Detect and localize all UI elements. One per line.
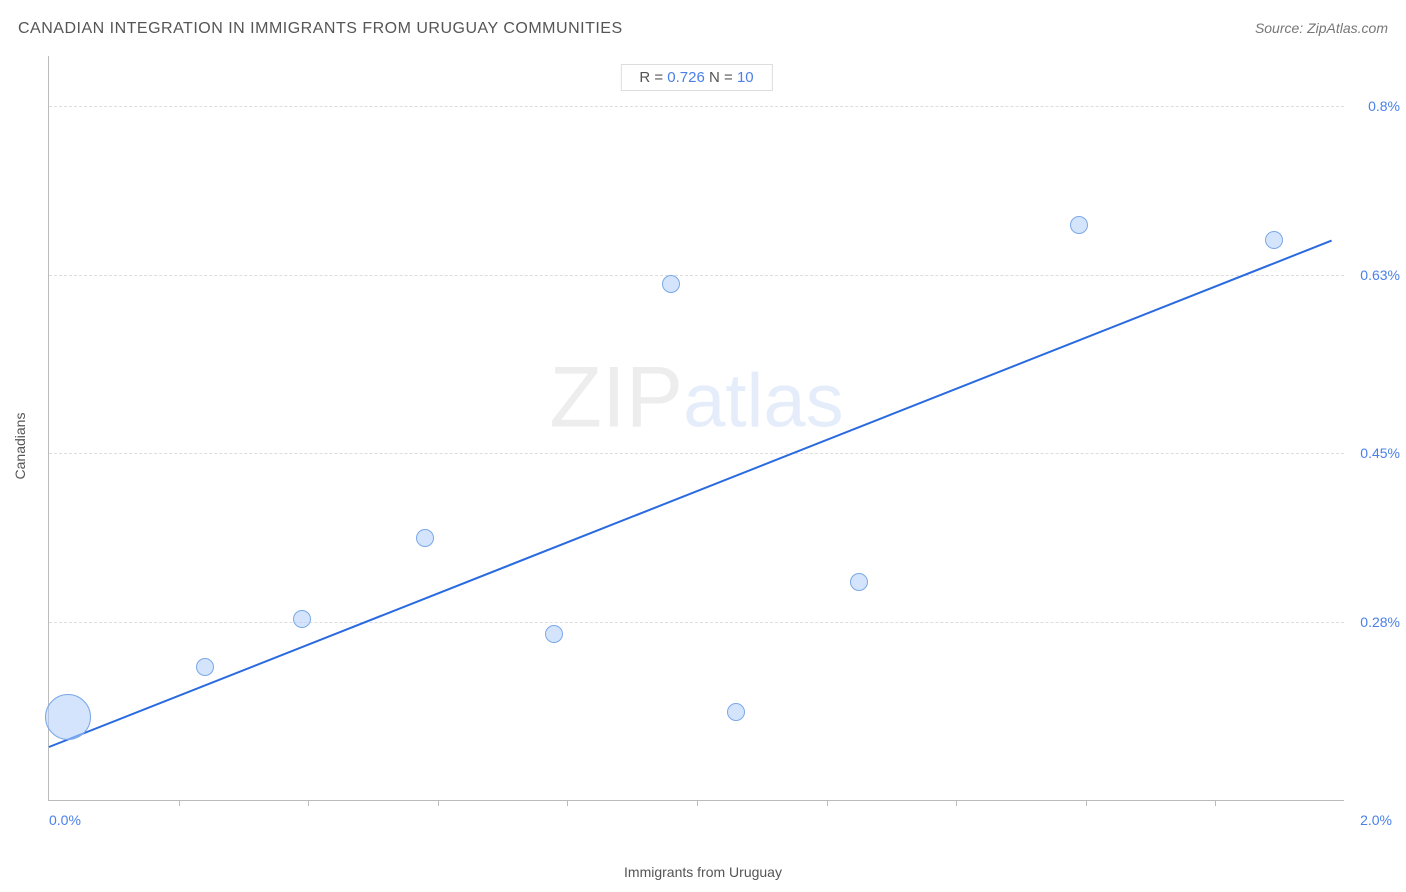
x-tick (956, 800, 957, 806)
data-point (45, 694, 91, 740)
data-point (1265, 231, 1283, 249)
x-tick (438, 800, 439, 806)
data-point (545, 625, 563, 643)
x-tick (827, 800, 828, 806)
chart-plot-area: R = 0.726 N = 10 ZIPatlas 0.0% 2.0% 0.28… (48, 56, 1344, 801)
x-tick (697, 800, 698, 806)
data-point (1070, 216, 1088, 234)
data-point (662, 275, 680, 293)
y-gridline (49, 106, 1344, 107)
y-gridline (49, 453, 1344, 454)
source-name: ZipAtlas.com (1307, 20, 1388, 36)
watermark: ZIPatlas (549, 349, 843, 448)
n-label: N = (705, 69, 737, 86)
data-point (850, 573, 868, 591)
x-start-tick-label: 0.0% (49, 812, 81, 828)
x-tick (567, 800, 568, 806)
x-tick (179, 800, 180, 806)
y-gridline (49, 622, 1344, 623)
chart-title: CANADIAN INTEGRATION IN IMMIGRANTS FROM … (18, 20, 623, 38)
trend-line (49, 240, 1333, 749)
source-attribution: Source: ZipAtlas.com (1255, 20, 1388, 36)
x-end-tick-label: 2.0% (1360, 812, 1392, 828)
data-point (727, 703, 745, 721)
r-value: 0.726 (667, 69, 705, 86)
y-gridline (49, 275, 1344, 276)
chart-header: CANADIAN INTEGRATION IN IMMIGRANTS FROM … (18, 20, 1388, 38)
x-tick (308, 800, 309, 806)
source-prefix: Source: (1255, 20, 1307, 36)
x-tick (1215, 800, 1216, 806)
x-axis-label: Immigrants from Uruguay (624, 864, 782, 880)
y-tick-label: 0.45% (1350, 445, 1400, 461)
data-point (196, 658, 214, 676)
n-value: 10 (737, 69, 754, 86)
stats-box: R = 0.726 N = 10 (620, 64, 772, 91)
y-axis-label: Canadians (12, 413, 28, 480)
watermark-zip: ZIP (549, 350, 683, 446)
r-label: R = (639, 69, 667, 86)
y-tick-label: 0.63% (1350, 267, 1400, 283)
y-tick-label: 0.28% (1350, 614, 1400, 630)
watermark-atlas: atlas (683, 359, 844, 444)
x-tick (1086, 800, 1087, 806)
data-point (416, 529, 434, 547)
y-tick-label: 0.8% (1350, 98, 1400, 114)
data-point (293, 610, 311, 628)
